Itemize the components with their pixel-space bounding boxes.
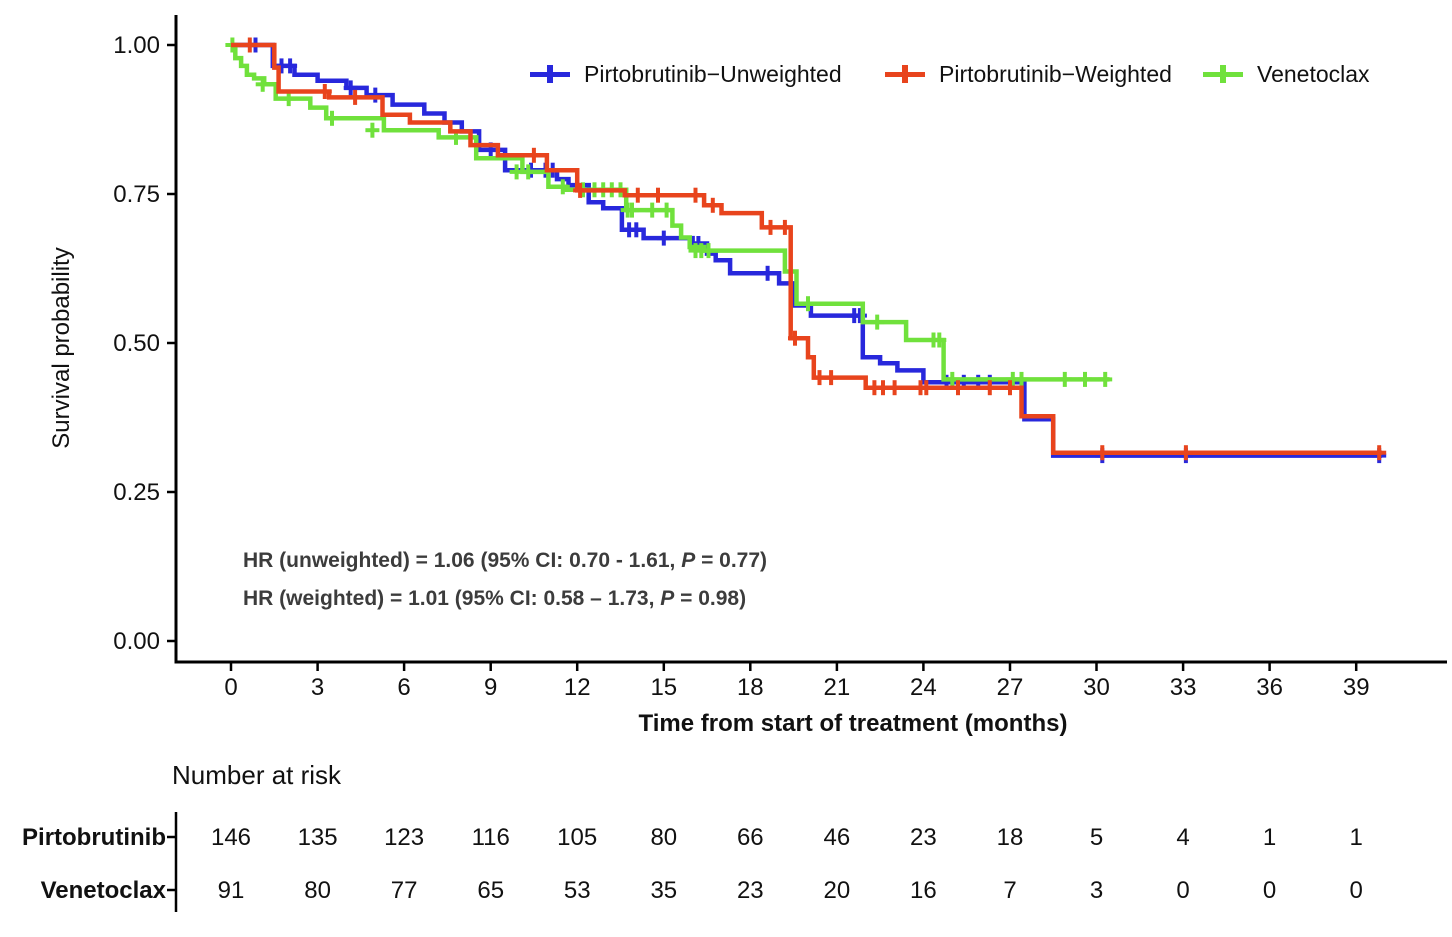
x-tick-label: 39 [1343,674,1370,701]
risk-value: 23 [910,824,937,851]
plus-line-icon [885,64,925,84]
y-tick-label: 0.75 [113,181,160,208]
risk-value: 80 [304,877,331,904]
legend-item-venetoclax: Venetoclax [1203,58,1370,90]
x-tick-label: 33 [1170,674,1197,701]
legend-label: Pirtobrutinib−Unweighted [584,60,842,87]
x-tick-label: 9 [484,674,497,701]
risk-value: 135 [298,824,338,851]
x-tick-label: 6 [397,674,410,701]
x-axis-title: Time from start of treatment (months) [638,710,1068,737]
risk-value: 105 [557,824,597,851]
risk-value: 77 [391,877,418,904]
x-tick-label: 36 [1256,674,1283,701]
risk-value: 1 [1350,824,1363,851]
y-tick-label: 0.50 [113,330,160,357]
risk-value: 116 [472,824,510,851]
survival-curve-2 [231,42,1110,382]
risk-value: 20 [824,877,851,904]
risk-value: 0 [1350,877,1363,904]
risk-value: 23 [737,877,764,904]
risk-value: 66 [737,824,764,851]
risk-value: 16 [910,877,937,904]
risk-value: 53 [564,877,591,904]
risk-value: 91 [218,877,245,904]
y-tick-label: 1.00 [113,32,160,59]
plus-line-icon [530,64,570,84]
legend-label: Venetoclax [1257,60,1370,87]
legend-label: Pirtobrutinib−Weighted [939,60,1172,87]
hr-weighted-text: HR (weighted) = 1.01 (95% CI: 0.58 – 1.7… [243,587,747,610]
survival-curve-0 [231,42,1383,458]
x-tick-label: 21 [824,674,851,701]
x-tick-label: 0 [224,674,237,701]
risk-value: 5 [1090,824,1103,851]
risk-value: 1 [1263,824,1276,851]
risk-value: 4 [1176,824,1189,851]
y-tick-label: 0.25 [113,479,160,506]
risk-value: 0 [1263,877,1276,904]
x-tick-label: 30 [1083,674,1110,701]
x-tick-label: 24 [910,674,937,701]
risk-value: 7 [1003,877,1016,904]
risk-value: 35 [650,877,677,904]
risk-table-title: Number at risk [172,760,342,790]
legend-item-pirtobrutinib-unweighted: Pirtobrutinib−Unweighted [530,58,842,90]
x-tick-label: 18 [737,674,764,701]
risk-value: 0 [1176,877,1189,904]
risk-value: 123 [384,824,424,851]
legend: Pirtobrutinib−Unweighted Pirtobrutinib−W… [0,58,1452,90]
risk-value: 80 [650,824,677,851]
x-tick-label: 15 [650,674,677,701]
risk-value: 146 [211,824,251,851]
risk-row-label: Venetoclax [41,877,167,904]
risk-value: 65 [477,877,504,904]
risk-value: 46 [824,824,851,851]
x-tick-label: 3 [311,674,324,701]
hr-unweighted-text: HR (unweighted) = 1.06 (95% CI: 0.70 - 1… [243,549,768,572]
risk-value: 3 [1090,877,1103,904]
hr-annotation: HR (unweighted) = 1.06 (95% CI: 0.70 - 1… [243,542,767,618]
x-tick-label: 27 [997,674,1024,701]
plus-line-icon [1203,64,1243,84]
risk-row-label: Pirtobrutinib [22,824,166,851]
x-tick-label: 12 [564,674,591,701]
risk-value: 18 [997,824,1024,851]
legend-item-pirtobrutinib-weighted: Pirtobrutinib−Weighted [885,58,1172,90]
y-tick-label: 0.00 [113,628,160,655]
y-axis-title: Survival probability [48,247,75,449]
